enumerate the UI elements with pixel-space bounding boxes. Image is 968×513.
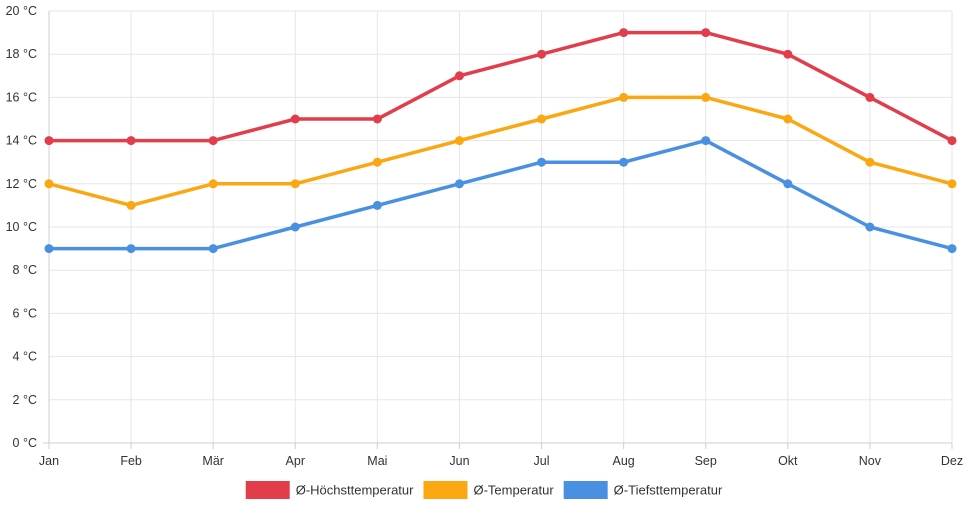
data-point[interactable] [44,244,54,254]
x-tick-label: Jul [534,454,550,468]
data-point[interactable] [126,136,136,146]
series-line [47,30,954,143]
data-point[interactable] [865,92,875,102]
legend-label: Ø-Höchsttemperatur [296,483,414,498]
legend-swatch [245,481,290,499]
data-point[interactable] [372,114,382,124]
grid-layer [48,10,953,449]
y-tick-label: 20 °C [6,4,37,18]
data-point[interactable] [290,114,300,124]
data-point[interactable] [701,136,711,146]
legend-swatch [423,481,468,499]
data-point[interactable] [44,179,54,189]
data-point[interactable] [454,136,464,146]
data-point[interactable] [208,136,218,146]
data-point[interactable] [947,136,957,146]
y-tick-label: 12 °C [6,177,37,191]
series-layer [44,28,957,254]
y-tick-label: 10 °C [6,220,37,234]
data-point[interactable] [290,222,300,232]
x-tick-label: Jan [39,454,59,468]
legend-label: Ø-Temperatur [473,483,554,498]
x-tick-label: Apr [286,454,305,468]
data-point[interactable] [208,244,218,254]
axis-layer: 0 °C 2 °C 4 °C 6 °C 8 °C 10 °C 12 °C 14 °C 16 °C… [6,4,964,468]
y-tick-label: 8 °C [13,263,37,277]
data-point[interactable] [454,179,464,189]
x-tick-label: Jun [449,454,469,468]
y-tick-label: 4 °C [13,350,37,364]
legend-item-1[interactable]: Ø-Höchsttemperatur [245,481,414,499]
data-point[interactable] [865,157,875,167]
data-point[interactable] [619,28,629,38]
x-tick-label: Aug [613,454,635,468]
x-tick-label: Dez [941,454,963,468]
series-line [47,95,954,208]
x-tick-label: Nov [859,454,882,468]
y-tick-label: 18 °C [6,47,37,61]
data-point[interactable] [865,222,875,232]
data-point[interactable] [372,157,382,167]
legend-label: Ø-Tiefsttemperatur [614,483,723,498]
data-point[interactable] [701,28,711,38]
x-tick-label: Mär [202,454,224,468]
x-tick-label: Okt [778,454,798,468]
legend-item-3[interactable]: Ø-Tiefsttemperatur [563,481,723,499]
series-3 [44,136,957,254]
x-tick-label: Feb [120,454,142,468]
data-point[interactable] [126,200,136,210]
data-point[interactable] [619,157,629,167]
series-1 [44,28,957,146]
data-point[interactable] [454,71,464,81]
x-tick-label: Sep [695,454,717,468]
x-tick-label: Mai [367,454,387,468]
data-point[interactable] [701,92,711,102]
data-point[interactable] [947,244,957,254]
data-point[interactable] [537,157,547,167]
y-tick-label: 6 °C [13,306,37,320]
data-point[interactable] [126,244,136,254]
series-line [47,138,954,251]
legend[interactable]: Ø-Höchsttemperatur Ø-Temperatur Ø-Tiefstte… [245,481,723,499]
y-tick-label: 2 °C [13,393,37,407]
legend-swatch [563,481,608,499]
y-tick-label: 14 °C [6,134,37,148]
data-point[interactable] [783,114,793,124]
data-point[interactable] [783,179,793,189]
data-point[interactable] [947,179,957,189]
data-point[interactable] [208,179,218,189]
y-tick-label: 0 °C [13,436,37,450]
series-2 [44,92,957,210]
data-point[interactable] [44,136,54,146]
data-point[interactable] [537,114,547,124]
data-point[interactable] [537,49,547,59]
data-point[interactable] [372,200,382,210]
y-tick-label: 16 °C [6,90,37,104]
legend-item-2[interactable]: Ø-Temperatur [423,481,554,499]
data-point[interactable] [619,92,629,102]
data-point[interactable] [290,179,300,189]
data-point[interactable] [783,49,793,59]
